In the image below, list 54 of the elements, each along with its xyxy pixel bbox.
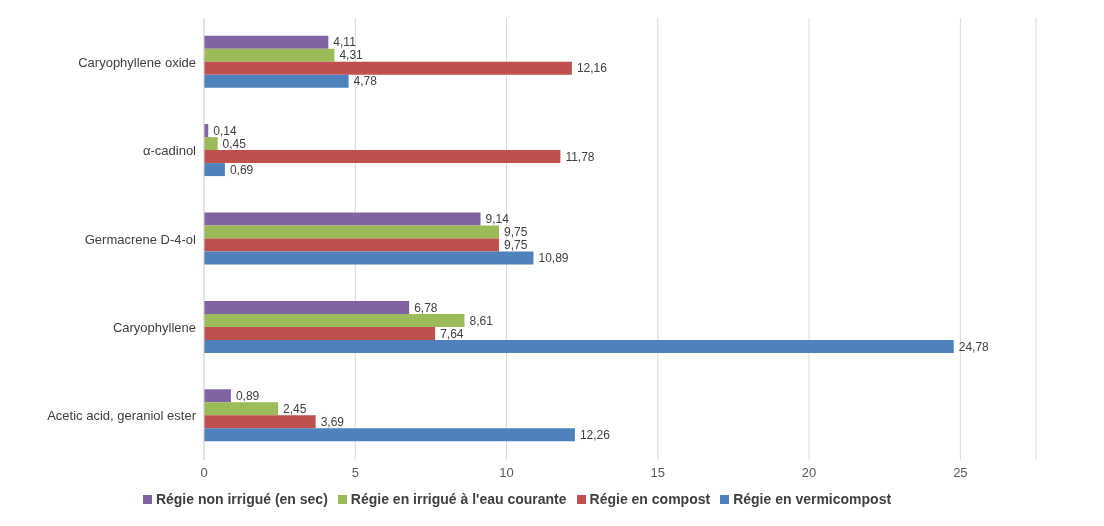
bar: [204, 137, 218, 151]
data-label: 0,69: [229, 162, 254, 177]
bar: [204, 61, 572, 75]
bar: [204, 150, 561, 164]
data-label: 12,16: [576, 61, 608, 76]
x-tick-label: 5: [351, 465, 359, 481]
y-tick-label: Caryophyllene: [112, 320, 196, 336]
bar: [204, 238, 499, 252]
legend-label: Régie non irrigué (en sec): [155, 491, 328, 507]
y-tick-label: Caryophyllene oxide: [78, 54, 196, 70]
data-label: 4,11: [333, 35, 357, 50]
bar: [204, 35, 329, 49]
bar: [204, 415, 316, 429]
data-label: 6,78: [414, 300, 438, 315]
data-label: 11,78: [565, 149, 595, 164]
x-tick-label: 25: [953, 465, 968, 481]
bar: [204, 163, 225, 177]
bar: [204, 212, 481, 226]
data-label: 0,89: [235, 389, 260, 404]
x-tick-label: 10: [499, 465, 514, 481]
data-label: 12,26: [579, 428, 611, 443]
y-tick-label: Germacrene D-4-ol: [84, 231, 197, 247]
bar: [204, 48, 335, 62]
data-label: 2,45: [283, 402, 307, 417]
bar: [204, 428, 575, 442]
bar: [204, 300, 410, 314]
data-label: 9,14: [485, 212, 510, 227]
bar: [204, 402, 279, 416]
bar: [204, 251, 534, 265]
bar: [204, 339, 954, 353]
bar: [204, 326, 436, 340]
data-label: 4,31: [339, 48, 364, 63]
bar: [204, 225, 499, 239]
y-tick-label: Acetic acid, geraniol ester: [47, 408, 197, 424]
bar: [204, 313, 465, 327]
data-label: 8,61: [469, 313, 494, 328]
bar: [204, 74, 349, 88]
data-label: 4,78: [353, 74, 378, 89]
y-tick-label: α-cadinol: [142, 143, 197, 159]
x-tick-label: 15: [650, 465, 666, 481]
legend-label: Régie en vermicompost: [733, 491, 892, 507]
data-label: 9,75: [503, 238, 528, 253]
x-tick-label: 0: [200, 465, 208, 481]
data-label: 0,45: [222, 136, 247, 151]
data-label: 7,64: [440, 326, 464, 341]
legend-label: Régie en compost: [589, 491, 711, 507]
data-label: 24,78: [958, 339, 990, 354]
legend-label: Régie en irrigué à l'eau courante: [350, 491, 567, 507]
data-label: 9,75: [503, 225, 528, 240]
data-label: 10,89: [538, 251, 569, 266]
data-label: 3,69: [320, 415, 345, 430]
x-tick-label: 20: [801, 465, 817, 481]
bar: [204, 389, 231, 403]
data-label: 0,14: [213, 123, 237, 138]
